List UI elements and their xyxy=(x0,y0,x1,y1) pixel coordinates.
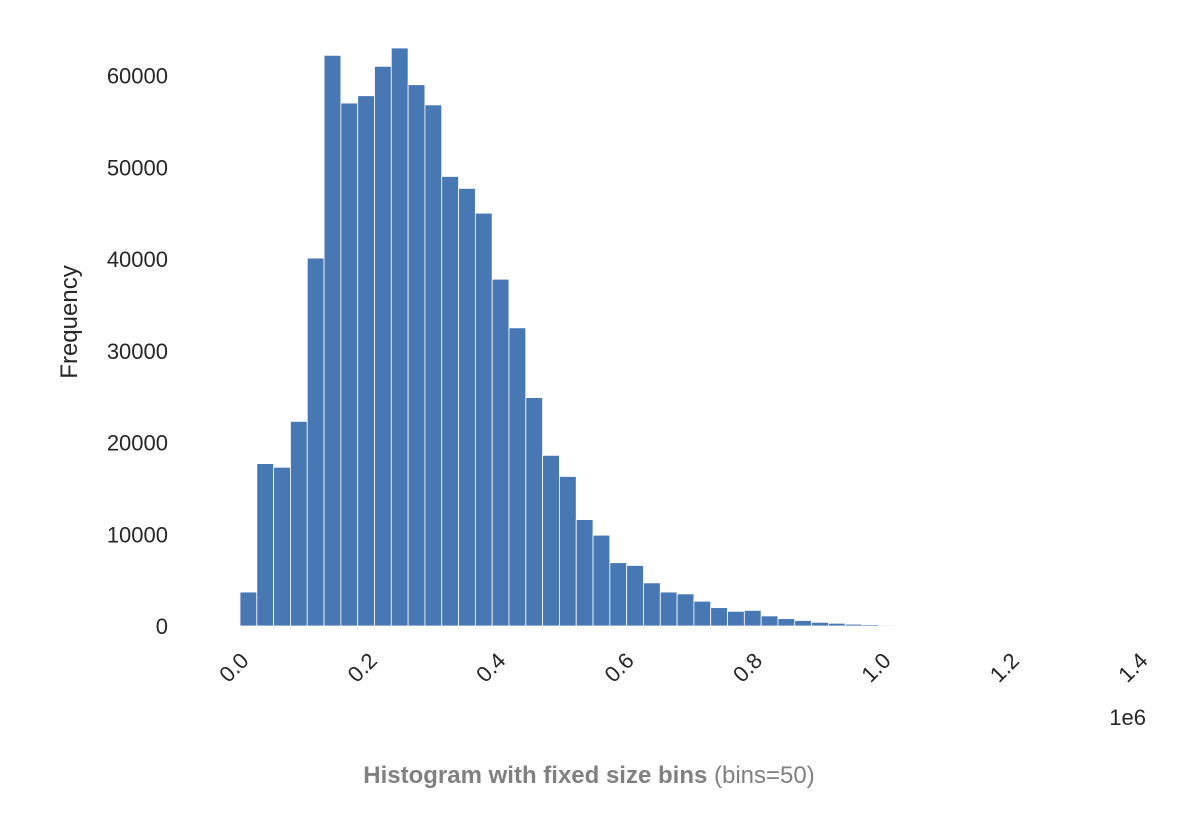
histogram-bar xyxy=(424,104,443,627)
histogram-bar xyxy=(323,54,342,627)
histogram-bar xyxy=(760,615,779,627)
histogram-bar xyxy=(407,84,426,627)
caption-title-bold: Histogram with fixed size bins xyxy=(363,762,708,789)
histogram-bar xyxy=(609,562,628,627)
histogram-bar xyxy=(290,421,308,627)
histogram-bar xyxy=(256,463,275,627)
y-tick-label: 40000 xyxy=(107,247,168,272)
histogram-bar xyxy=(525,397,544,627)
histogram-bar xyxy=(491,278,510,627)
histogram-bar xyxy=(895,624,913,627)
histogram-bar xyxy=(659,591,678,627)
bars-group xyxy=(239,47,1081,627)
histogram-bar xyxy=(273,466,291,627)
x-tick-label: 0.2 xyxy=(343,648,382,687)
histogram-bar xyxy=(710,607,728,627)
histogram-bar xyxy=(811,621,829,627)
y-tick-label: 30000 xyxy=(107,339,168,364)
histogram-bar xyxy=(508,327,527,627)
histogram-bar xyxy=(474,212,493,627)
x-tick-label: 0.6 xyxy=(600,648,639,687)
x-tick-labels: 0.0 0.2 0.4 0.6 0.8 1.0 1.2 1.4 xyxy=(214,648,1152,687)
histogram-bar xyxy=(676,593,695,627)
histogram-bar xyxy=(827,622,846,627)
histogram-bar xyxy=(693,600,712,627)
histogram-bar xyxy=(374,65,392,627)
y-tick-label: 20000 xyxy=(107,431,168,456)
histogram-bar xyxy=(306,257,325,627)
x-tick-label: 0.8 xyxy=(728,648,767,687)
histogram-bar xyxy=(643,582,661,627)
y-tick-label: 50000 xyxy=(107,155,168,180)
y-axis-label: Frequency xyxy=(56,265,83,378)
histogram-bar xyxy=(357,95,375,627)
y-tick-label: 60000 xyxy=(107,64,168,89)
histogram-bar xyxy=(844,623,863,627)
y-tick-label: 10000 xyxy=(107,522,168,547)
x-tick-label: 1.4 xyxy=(1113,648,1152,687)
chart-caption: Histogram with fixed size bins (bins=50) xyxy=(0,762,1178,790)
y-tick-labels: 0 10000 20000 30000 40000 50000 60000 xyxy=(107,64,168,639)
x-tick-label: 0.4 xyxy=(471,648,510,687)
histogram-bar xyxy=(441,176,459,627)
histogram-bar xyxy=(559,476,577,627)
histogram-bar xyxy=(592,534,611,627)
histogram-bar xyxy=(575,519,594,627)
x-tick-label: 1.0 xyxy=(856,648,895,687)
histogram-bar xyxy=(727,610,745,627)
histogram-bar xyxy=(878,624,897,627)
histogram-bar xyxy=(626,565,644,627)
x-axis-offset-label: 1e6 xyxy=(1109,705,1146,730)
histogram-bar xyxy=(390,47,409,627)
caption-title-rest: (bins=50) xyxy=(714,762,815,789)
x-tick-label: 1.2 xyxy=(985,648,1024,687)
y-tick-label: 0 xyxy=(156,614,168,639)
x-tick-label: 0.0 xyxy=(214,648,253,687)
histogram-bar xyxy=(777,618,796,627)
histogram-bar xyxy=(861,624,880,627)
histogram-bar xyxy=(340,102,359,627)
histogram-bar xyxy=(239,591,258,627)
histogram-bar xyxy=(794,620,812,627)
histogram-bar xyxy=(743,610,762,627)
histogram-bar xyxy=(458,187,476,627)
histogram-bar xyxy=(542,454,560,627)
